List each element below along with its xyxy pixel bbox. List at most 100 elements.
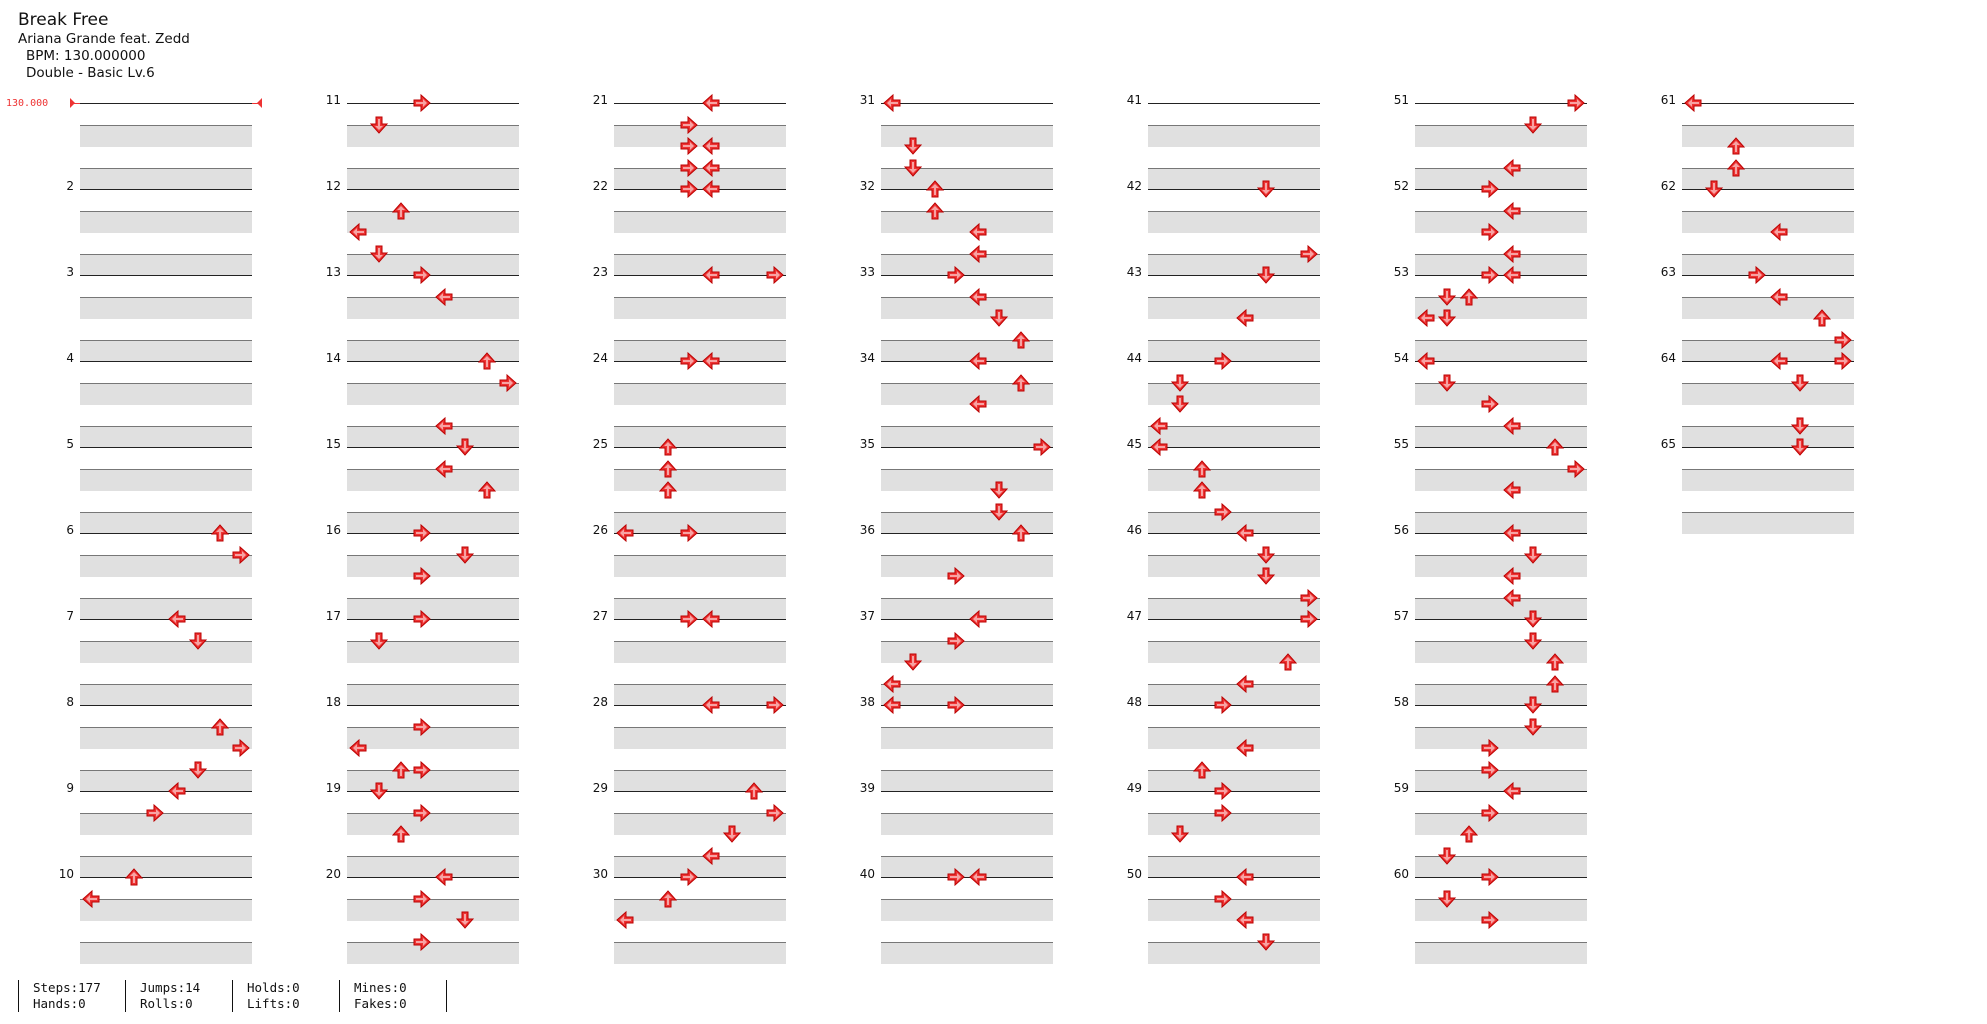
arrow-left-icon [701,351,721,371]
beat-band [80,941,252,964]
arrow-right-icon [231,545,251,565]
beat-band [1415,683,1587,706]
arrow-up-icon [744,781,764,801]
arrow-down-icon [903,652,923,672]
measure-number: 12 [325,179,341,193]
arrow-right-icon [1833,330,1853,350]
measure-number: 61 [1660,93,1676,107]
measure-line [1148,705,1320,706]
arrow-down-icon [1437,308,1457,328]
arrow-down-icon [1256,566,1276,586]
arrow-down-icon [903,136,923,156]
measure-line [881,275,1053,276]
arrow-up-icon [658,437,678,457]
beat-band [1148,812,1320,835]
measure-number: 16 [325,523,341,537]
arrow-left-icon [1502,265,1522,285]
beat-band [614,296,786,319]
arrow-left-icon [1235,867,1255,887]
arrow-down-icon [1256,932,1276,952]
measure-number: 64 [1660,351,1676,365]
arrow-right-icon [412,93,432,113]
beat-band [1415,296,1587,319]
measure-number: 44 [1126,351,1142,365]
arrow-right-icon [412,265,432,285]
arrow-left-icon [701,158,721,178]
beat-band [614,769,786,792]
arrow-left-icon [701,846,721,866]
measure-line [1415,791,1587,792]
beat-band [614,468,786,491]
measure-line [881,361,1053,362]
arrow-left-icon [1502,588,1522,608]
measure-line [881,619,1053,620]
arrow-up-icon [1726,136,1746,156]
measure-line [881,189,1053,190]
measure-line [1148,361,1320,362]
arrow-right-icon [412,803,432,823]
measure-line [347,533,519,534]
measure-number: 7 [66,609,74,623]
measure-number: 54 [1393,351,1409,365]
arrow-down-icon [722,824,742,844]
measure-number: 37 [859,609,875,623]
beat-band [1415,253,1587,276]
arrow-right-icon [946,631,966,651]
measure-number: 27 [592,609,608,623]
beat-band [1682,382,1854,405]
arrow-left-icon [968,244,988,264]
measure-number: 31 [859,93,875,107]
beat-band [1682,296,1854,319]
beat-band [614,597,786,620]
measure-line [347,705,519,706]
measure-line [881,791,1053,792]
beat-band [347,726,519,749]
arrow-down-icon [1437,889,1457,909]
arrow-up-icon [1545,674,1565,694]
measure-line [80,447,252,448]
beat-band [80,382,252,405]
measure-number: 24 [592,351,608,365]
measure-line [1415,705,1587,706]
beat-band [881,468,1053,491]
measure-number: 28 [592,695,608,709]
arrow-right-icon [679,609,699,629]
beat-band [881,855,1053,878]
beat-band [614,382,786,405]
arrow-down-icon [1790,416,1810,436]
stat-value: Mines:0 [354,980,407,995]
measure-number: 19 [325,781,341,795]
arrow-left-icon [968,287,988,307]
measure-line [614,103,786,104]
measure-line [347,791,519,792]
arrow-right-icon [145,803,165,823]
measure-number: 18 [325,695,341,709]
measure-line [614,791,786,792]
beat-band [614,511,786,534]
arrow-left-icon [1235,308,1255,328]
measure-number: 23 [592,265,608,279]
arrow-up-icon [1192,760,1212,780]
measure-number: 8 [66,695,74,709]
beat-band [347,253,519,276]
arrow-down-icon [1704,179,1724,199]
beat-band [881,597,1053,620]
beat-band [614,167,786,190]
arrow-right-icon [412,932,432,952]
arrow-left-icon [1502,523,1522,543]
arrow-up-icon [124,867,144,887]
measure-line [881,705,1053,706]
arrow-left-icon [968,609,988,629]
beat-band [881,124,1053,147]
measure-line [614,877,786,878]
beat-band [1415,554,1587,577]
arrow-right-icon [946,566,966,586]
beat-band [347,554,519,577]
arrow-right-icon [412,566,432,586]
beat-band [1415,769,1587,792]
song-artist: Ariana Grande feat. Zedd [18,31,190,48]
measure-line [1148,791,1320,792]
arrow-right-icon [1299,588,1319,608]
arrow-right-icon [1480,910,1500,930]
arrow-up-icon [1812,308,1832,328]
